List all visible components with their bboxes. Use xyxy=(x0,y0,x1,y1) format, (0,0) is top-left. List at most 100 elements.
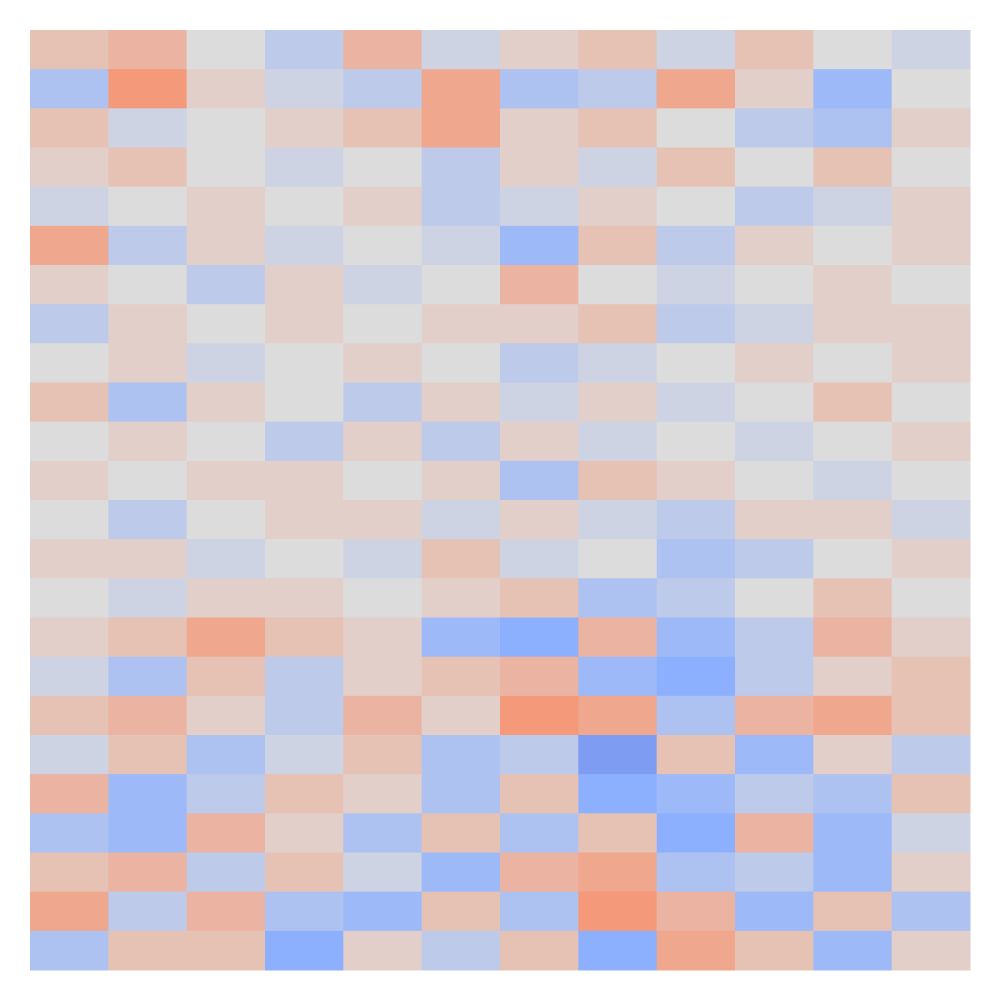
heatmap-cell xyxy=(421,343,501,383)
heatmap-cell xyxy=(813,265,893,305)
heatmap-cell xyxy=(656,774,736,814)
heatmap-cell xyxy=(891,930,971,971)
heatmap-cell xyxy=(265,382,344,423)
heatmap-cell xyxy=(891,617,971,658)
heatmap-cell xyxy=(735,108,814,148)
heatmap-cell xyxy=(30,695,109,736)
heatmap-cell xyxy=(656,500,736,540)
heatmap-cell xyxy=(108,225,188,266)
heatmap-cell xyxy=(343,186,423,227)
heatmap-cell xyxy=(656,225,736,266)
heatmap-cell xyxy=(108,500,188,540)
heatmap-cell xyxy=(578,186,658,227)
heatmap-cell xyxy=(421,186,501,227)
heatmap-cell xyxy=(265,852,344,893)
heatmap-cell xyxy=(186,421,266,462)
heatmap-cell xyxy=(813,421,893,462)
heatmap-cell xyxy=(891,147,971,188)
heatmap-cell xyxy=(108,852,188,893)
heatmap-cell xyxy=(578,225,658,266)
heatmap-cell xyxy=(578,930,658,971)
heatmap-cell xyxy=(578,852,658,893)
heatmap-cell xyxy=(578,421,658,462)
heatmap-cell xyxy=(500,539,579,579)
heatmap-cell xyxy=(735,852,814,893)
heatmap-cell xyxy=(265,30,344,70)
heatmap-cell xyxy=(30,225,109,266)
heatmap-cell xyxy=(500,30,579,70)
heatmap-cell xyxy=(500,186,579,227)
heatmap-cell xyxy=(30,186,109,227)
heatmap-cell xyxy=(578,147,658,188)
heatmap-cell xyxy=(500,930,579,971)
heatmap-cell xyxy=(265,421,344,462)
heatmap-cell xyxy=(656,343,736,383)
heatmap-cell xyxy=(265,813,344,853)
heatmap-cell xyxy=(30,147,109,188)
heatmap-cell xyxy=(813,500,893,540)
heatmap-cell xyxy=(813,382,893,423)
heatmap-cell xyxy=(30,852,109,893)
heatmap-cell xyxy=(421,735,501,775)
heatmap-cell xyxy=(735,930,814,971)
heatmap-cell xyxy=(578,578,658,618)
heatmap-cell xyxy=(343,930,423,971)
heatmap-cell xyxy=(186,147,266,188)
heatmap-cell xyxy=(186,500,266,540)
heatmap-cell xyxy=(30,30,109,70)
heatmap-cell xyxy=(500,695,579,736)
heatmap-cell xyxy=(735,539,814,579)
heatmap-cell xyxy=(813,186,893,227)
heatmap-cell xyxy=(813,225,893,266)
heatmap-cell xyxy=(343,774,423,814)
heatmap-cell xyxy=(343,891,423,932)
heatmap-cell xyxy=(735,813,814,853)
heatmap-cell xyxy=(735,774,814,814)
heatmap-cell xyxy=(578,265,658,305)
heatmap-cell xyxy=(186,813,266,853)
heatmap-cell xyxy=(421,225,501,266)
heatmap-cell xyxy=(891,813,971,853)
heatmap-cell xyxy=(656,460,736,501)
heatmap-cell xyxy=(108,735,188,775)
heatmap-cell xyxy=(265,265,344,305)
heatmap-cell xyxy=(421,500,501,540)
heatmap-cell xyxy=(343,656,423,697)
heatmap-cell xyxy=(421,147,501,188)
heatmap-cell xyxy=(656,813,736,853)
heatmap-cell xyxy=(343,578,423,618)
heatmap-cell xyxy=(891,460,971,501)
heatmap-cell xyxy=(421,382,501,423)
heatmap-cell xyxy=(343,695,423,736)
heatmap-cell xyxy=(656,695,736,736)
heatmap-cell xyxy=(265,735,344,775)
heatmap-cell xyxy=(30,813,109,853)
heatmap-cell xyxy=(578,304,658,344)
heatmap-cell xyxy=(265,656,344,697)
heatmap-cell xyxy=(891,774,971,814)
heatmap-cell xyxy=(30,891,109,932)
heatmap-cell xyxy=(656,69,736,109)
heatmap-cell xyxy=(30,617,109,658)
heatmap-cell xyxy=(500,421,579,462)
heatmap-cell xyxy=(343,813,423,853)
heatmap-cell xyxy=(735,460,814,501)
heatmap-cell xyxy=(578,539,658,579)
heatmap-cell xyxy=(421,108,501,148)
heatmap-cell xyxy=(500,500,579,540)
heatmap-cell xyxy=(656,186,736,227)
heatmap-cell xyxy=(186,304,266,344)
heatmap-cell xyxy=(30,304,109,344)
heatmap-cell xyxy=(343,421,423,462)
heatmap-cell xyxy=(891,656,971,697)
heatmap-cell xyxy=(108,186,188,227)
heatmap-cell xyxy=(500,382,579,423)
heatmap-cell xyxy=(813,735,893,775)
heatmap-cell xyxy=(186,186,266,227)
heatmap-cell xyxy=(421,539,501,579)
heatmap-cell xyxy=(108,930,188,971)
heatmap-cell xyxy=(891,500,971,540)
heatmap-cell xyxy=(578,891,658,932)
heatmap-cell xyxy=(186,656,266,697)
heatmap-cell xyxy=(500,774,579,814)
